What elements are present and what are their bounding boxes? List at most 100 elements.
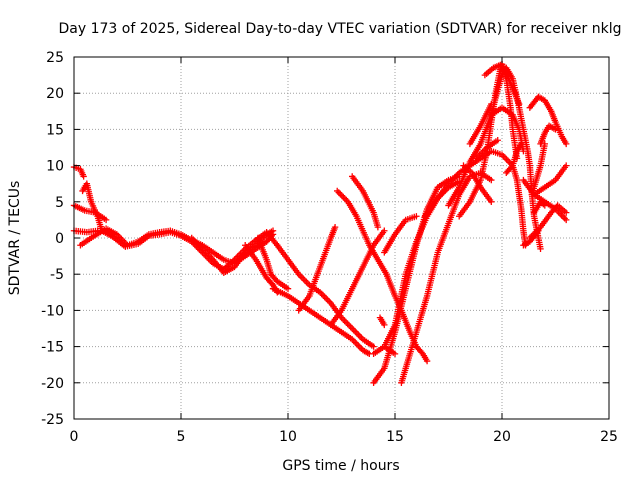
y-tick-label: 0 <box>55 231 64 247</box>
data-point <box>347 323 354 331</box>
y-tick-label: -20 <box>41 376 64 392</box>
data-point <box>344 320 351 328</box>
chart-title: Day 173 of 2025, Sidereal Day-to-day VTE… <box>59 21 622 37</box>
data-point <box>345 322 353 329</box>
x-tick-label: 20 <box>493 429 511 445</box>
data-series <box>70 61 570 386</box>
data-point <box>352 328 359 335</box>
x-axis-label: GPS time / hours <box>282 458 399 474</box>
series-track-9 <box>274 242 377 350</box>
series-track-36 <box>530 198 548 216</box>
data-point <box>488 176 495 184</box>
data-point <box>520 147 527 155</box>
data-point <box>300 275 307 283</box>
data-point <box>501 154 509 162</box>
series-track-24 <box>466 100 495 148</box>
series-track-14 <box>349 173 382 231</box>
y-tick-label: -15 <box>41 340 64 356</box>
data-point <box>321 293 328 301</box>
y-tick-label: 25 <box>46 50 64 66</box>
y-tick-label: -5 <box>50 267 64 283</box>
data-point <box>284 285 292 292</box>
data-point <box>324 296 331 304</box>
data-point <box>563 162 570 169</box>
data-point <box>301 277 309 284</box>
data-point <box>340 193 347 201</box>
x-tick-labels: 0 5 10 15 20 25 <box>70 429 618 445</box>
series-track-28 <box>488 104 527 155</box>
y-tick-label: 5 <box>55 195 64 211</box>
data-point <box>334 187 341 195</box>
series-track-26 <box>473 137 501 162</box>
y-axis-label: SDTVAR / TECUs <box>7 181 23 296</box>
data-point <box>552 126 559 133</box>
data-point <box>342 319 350 326</box>
series-track-33 <box>530 162 570 198</box>
y-tick-label: 15 <box>46 122 64 138</box>
series-track-16 <box>376 314 388 329</box>
data-point <box>80 173 87 180</box>
data-point <box>508 163 515 171</box>
data-point <box>559 213 567 220</box>
series-track-32 <box>520 176 570 224</box>
data-point <box>561 215 568 222</box>
series-track-11 <box>295 223 339 314</box>
series-track-19 <box>370 343 399 358</box>
data-point <box>537 245 544 253</box>
data-point <box>356 343 364 351</box>
data-point <box>563 140 570 148</box>
data-point <box>303 278 310 286</box>
data-point <box>541 202 548 209</box>
series-track-37 <box>503 140 525 177</box>
series-track-30 <box>537 122 559 148</box>
data-point <box>352 339 359 346</box>
data-point <box>337 190 344 198</box>
y-tick-labels: -25 -20 -15 -10 -5 0 5 10 15 20 25 <box>41 50 64 428</box>
data-point <box>518 140 525 148</box>
x-tick-label: 15 <box>386 429 404 445</box>
series-track-2 <box>79 180 281 273</box>
data-point <box>494 137 501 144</box>
y-tick-label: 10 <box>46 159 64 175</box>
data-point <box>341 195 349 202</box>
series-track-1 <box>70 163 87 180</box>
series-track-7 <box>242 242 281 296</box>
data-point <box>488 198 495 205</box>
data-point <box>319 292 327 299</box>
series-track-6 <box>188 227 277 276</box>
data-point <box>341 317 348 324</box>
series-track-25 <box>460 162 495 205</box>
data-point <box>381 321 388 329</box>
data-point <box>356 333 364 340</box>
data-point <box>374 223 382 231</box>
series-track-20 <box>381 213 420 256</box>
data-point <box>102 216 110 224</box>
data-point <box>515 100 523 108</box>
data-point <box>535 227 542 234</box>
data-point <box>350 326 357 334</box>
x-tick-label: 10 <box>279 429 297 445</box>
series-track-8 <box>254 234 292 292</box>
series-track-35 <box>520 227 542 249</box>
data-point <box>503 156 510 163</box>
data-point <box>418 349 425 356</box>
data-point <box>423 357 431 365</box>
data-point <box>335 189 342 196</box>
y-tick-label: -25 <box>41 412 64 428</box>
data-point <box>413 213 420 220</box>
y-tick-label: -10 <box>41 303 64 319</box>
data-point <box>355 331 362 338</box>
y-tick-label: 20 <box>46 86 64 102</box>
data-point <box>353 329 360 337</box>
data-point <box>268 280 275 287</box>
data-point <box>563 209 570 216</box>
axis-ticks <box>73 56 610 420</box>
data-point <box>331 223 339 231</box>
x-tick-label: 0 <box>70 429 79 445</box>
data-point <box>563 216 570 224</box>
data-point <box>381 227 388 234</box>
x-tick-label: 25 <box>600 429 618 445</box>
data-point <box>338 192 346 199</box>
x-tick-label: 5 <box>177 429 186 445</box>
series-track-27 <box>481 61 523 108</box>
